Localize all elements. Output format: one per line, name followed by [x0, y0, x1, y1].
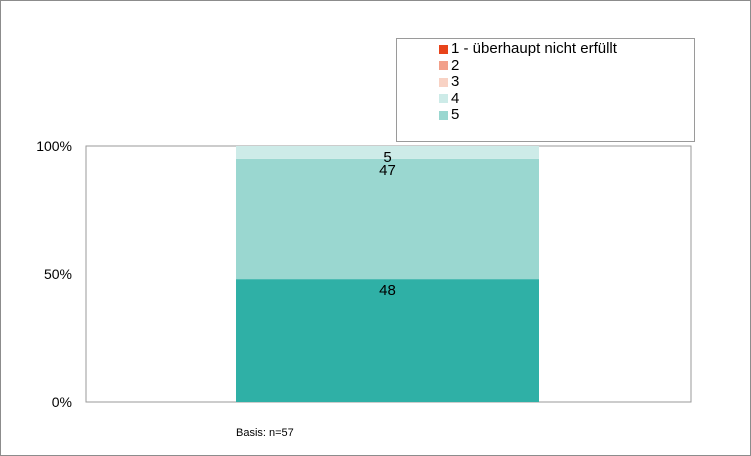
legend-swatch-0	[439, 44, 448, 54]
data-label-3: 5	[383, 149, 391, 166]
data-label-5: 48	[379, 282, 396, 299]
bar-segment-5	[236, 279, 539, 402]
legend-label-3: 4	[451, 89, 460, 107]
legend-label-2: 3	[451, 73, 460, 91]
legend-label-0: 1 - überhaupt nicht erfüllt	[451, 40, 617, 58]
y-axis: 0% 50% 100%	[36, 138, 72, 410]
data-label-4: 47	[379, 162, 396, 179]
legend: 1 - überhaupt nicht erfüllt 2 3 4 5	[396, 38, 695, 142]
data-labels: 48 475	[379, 149, 396, 299]
legend-item-4: 5	[397, 107, 694, 124]
legend-swatch-4	[439, 110, 448, 120]
y-tick-label-1: 50%	[44, 266, 72, 282]
legend-item-1: 2	[397, 56, 694, 75]
bar-segment-4	[236, 158, 539, 280]
y-tick-label-0: 0%	[52, 394, 72, 410]
legend-item-2: 3	[397, 74, 694, 91]
legend-swatch-2	[439, 77, 448, 87]
legend-label-4: 5	[451, 106, 460, 124]
legend-swatch-3	[439, 94, 448, 104]
bar-segment-3	[236, 146, 539, 159]
legend-item-0: 1 - überhaupt nicht erfüllt	[397, 41, 694, 58]
basis-footnote: Basis: n=57	[236, 427, 294, 439]
bar-segments	[236, 146, 539, 402]
legend-item-3: 4	[397, 89, 694, 108]
legend-label-1: 2	[451, 56, 460, 74]
legend-swatch-1	[439, 61, 448, 71]
y-tick-label-2: 100%	[36, 138, 72, 154]
